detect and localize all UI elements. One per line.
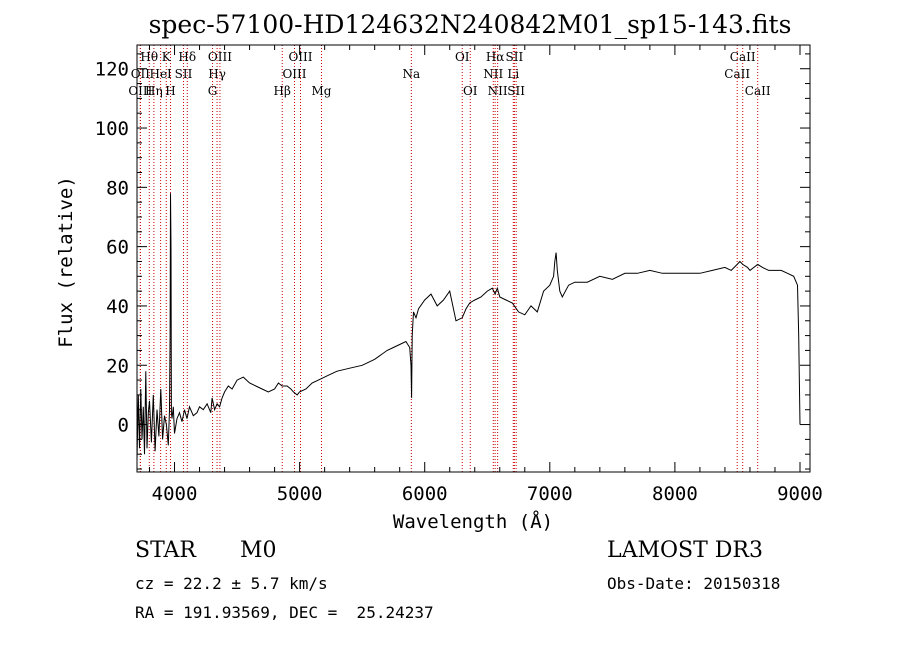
plot-frame	[136, 44, 811, 473]
redshift-value: cz = 22.2 ± 5.7 km/s	[135, 574, 328, 593]
spectrum-chart: spec-57100-HD124632N240842M01_sp15-143.f…	[55, 10, 823, 533]
line-label-12: OIII	[288, 50, 312, 64]
y-axis: 0 20 40 60 80 100 120	[95, 53, 810, 470]
line-label-20: SII	[506, 50, 524, 64]
x-tick-label-4000: 4000	[152, 483, 198, 505]
x-tick-label-9000: 9000	[777, 483, 823, 505]
y-tick-label-40: 40	[106, 296, 129, 318]
line-label-3: Hη	[145, 84, 163, 98]
line-label-18: OI	[463, 84, 478, 98]
x-tick-label-5000: 5000	[277, 483, 323, 505]
y-axis-label: Flux (relative)	[55, 176, 77, 348]
line-label-22: Li	[507, 67, 519, 81]
line-label-17: OI	[455, 50, 470, 64]
line-label-0: Hθ	[140, 50, 158, 64]
line-label-26: CaII	[724, 67, 750, 81]
survey-name: LAMOST DR3	[607, 538, 763, 563]
line-label-6: H	[165, 84, 175, 98]
object-class: STAR	[135, 538, 196, 563]
line-label-19: Hα	[486, 50, 505, 64]
line-label-5: HeI	[149, 67, 172, 81]
y-tick-label-120: 120	[95, 59, 129, 81]
line-label-24: SII	[507, 84, 525, 98]
line-label-16: Na	[403, 67, 421, 81]
line-label-11: G	[208, 84, 218, 98]
x-axis: 4000 5000 6000 7000 8000 9000	[149, 45, 823, 505]
x-tick-label-7000: 7000	[527, 483, 573, 505]
line-label-23: NII	[488, 84, 508, 98]
chart-title: spec-57100-HD124632N240842M01_sp15-143.f…	[149, 10, 792, 39]
y-tick-label-20: 20	[106, 355, 129, 377]
line-label-14: Hβ	[274, 84, 291, 98]
line-label-27: CaII	[745, 84, 771, 98]
line-label-7: Hδ	[178, 50, 196, 64]
y-tick-label-0: 0	[118, 415, 129, 437]
spectrum-line	[136, 193, 801, 461]
line-label-21: NII	[483, 67, 503, 81]
y-tick-label-100: 100	[95, 118, 129, 140]
line-label-8: SII	[175, 67, 193, 81]
observation-date: Obs-Date: 20150318	[607, 574, 781, 593]
line-label-10: Hγ	[208, 67, 226, 81]
line-label-4: K	[162, 50, 172, 64]
line-label-2: OIII	[128, 84, 152, 98]
y-tick-label-60: 60	[106, 237, 129, 259]
spectral-subclass: M0	[240, 538, 277, 563]
x-tick-label-8000: 8000	[652, 483, 698, 505]
spectral-line-markers	[139, 45, 759, 472]
line-label-15: Mg	[312, 84, 332, 98]
line-label-9: OIII	[208, 50, 232, 64]
x-tick-label-6000: 6000	[402, 483, 448, 505]
y-tick-label-80: 80	[106, 177, 129, 199]
line-label-1: OII	[131, 67, 151, 81]
sky-coordinates: RA = 191.93569, DEC = 25.24237	[135, 603, 434, 622]
line-label-25: CaII	[730, 50, 756, 64]
x-axis-label: Wavelength (Å)	[393, 510, 553, 533]
line-label-13: OIII	[282, 67, 306, 81]
